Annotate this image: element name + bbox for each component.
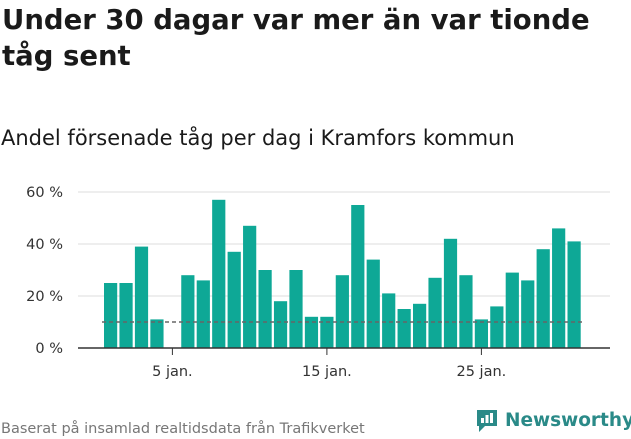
chart-title: Under 30 dagar var mer än var tionde tåg… <box>2 4 590 72</box>
newsworthy-logo-text: Newsworthy <box>505 410 631 431</box>
bar <box>443 238 458 348</box>
bar-chart: 0 % 20 % 40 % 60 % 5 jan. 15 jan. 25 jan. <box>26 185 610 380</box>
bar <box>304 316 319 348</box>
y-tick-label: 60 % <box>26 185 63 201</box>
bar <box>104 283 118 348</box>
bar <box>212 199 226 348</box>
chart-subtitle: Andel försenade tåg per dag i Kramfors k… <box>1 126 515 150</box>
y-tick-label: 40 % <box>26 237 63 253</box>
bar <box>428 277 442 348</box>
bar <box>351 205 365 348</box>
bar <box>181 275 195 348</box>
bar <box>521 280 535 348</box>
x-axis <box>78 347 610 355</box>
newsworthy-logo-icon <box>477 410 497 432</box>
bar <box>320 316 334 348</box>
newsworthy-logo[interactable]: Newsworthy <box>475 408 631 434</box>
bar <box>119 283 133 348</box>
bar <box>227 251 241 348</box>
bar <box>243 225 257 348</box>
bar <box>552 228 566 348</box>
x-tick-label: 15 jan. <box>302 364 352 380</box>
x-tick-label: 5 jan. <box>152 364 193 380</box>
bar <box>150 319 164 348</box>
bar <box>366 259 380 348</box>
bar <box>258 270 272 348</box>
x-tick-label: 25 jan. <box>457 364 507 380</box>
source-note: Baserat på insamlad realtidsdata från Tr… <box>1 421 365 437</box>
bar <box>335 275 349 348</box>
y-tick-label: 0 % <box>35 341 63 357</box>
bar <box>134 246 149 348</box>
bar <box>196 280 210 348</box>
bar <box>289 270 303 348</box>
bar <box>474 319 488 348</box>
y-tick-label: 20 % <box>26 289 63 305</box>
y-tick-labels: 0 % 20 % 40 % 60 % <box>26 185 63 357</box>
x-tick-labels: 5 jan. 15 jan. 25 jan. <box>152 364 506 380</box>
bar <box>505 272 519 348</box>
bar <box>490 306 504 348</box>
bar <box>536 249 550 348</box>
bars <box>104 199 581 348</box>
bar <box>382 293 396 348</box>
bar <box>413 303 427 348</box>
bar <box>567 241 581 348</box>
bar <box>397 309 411 348</box>
bar <box>459 275 473 348</box>
bar <box>273 301 288 348</box>
